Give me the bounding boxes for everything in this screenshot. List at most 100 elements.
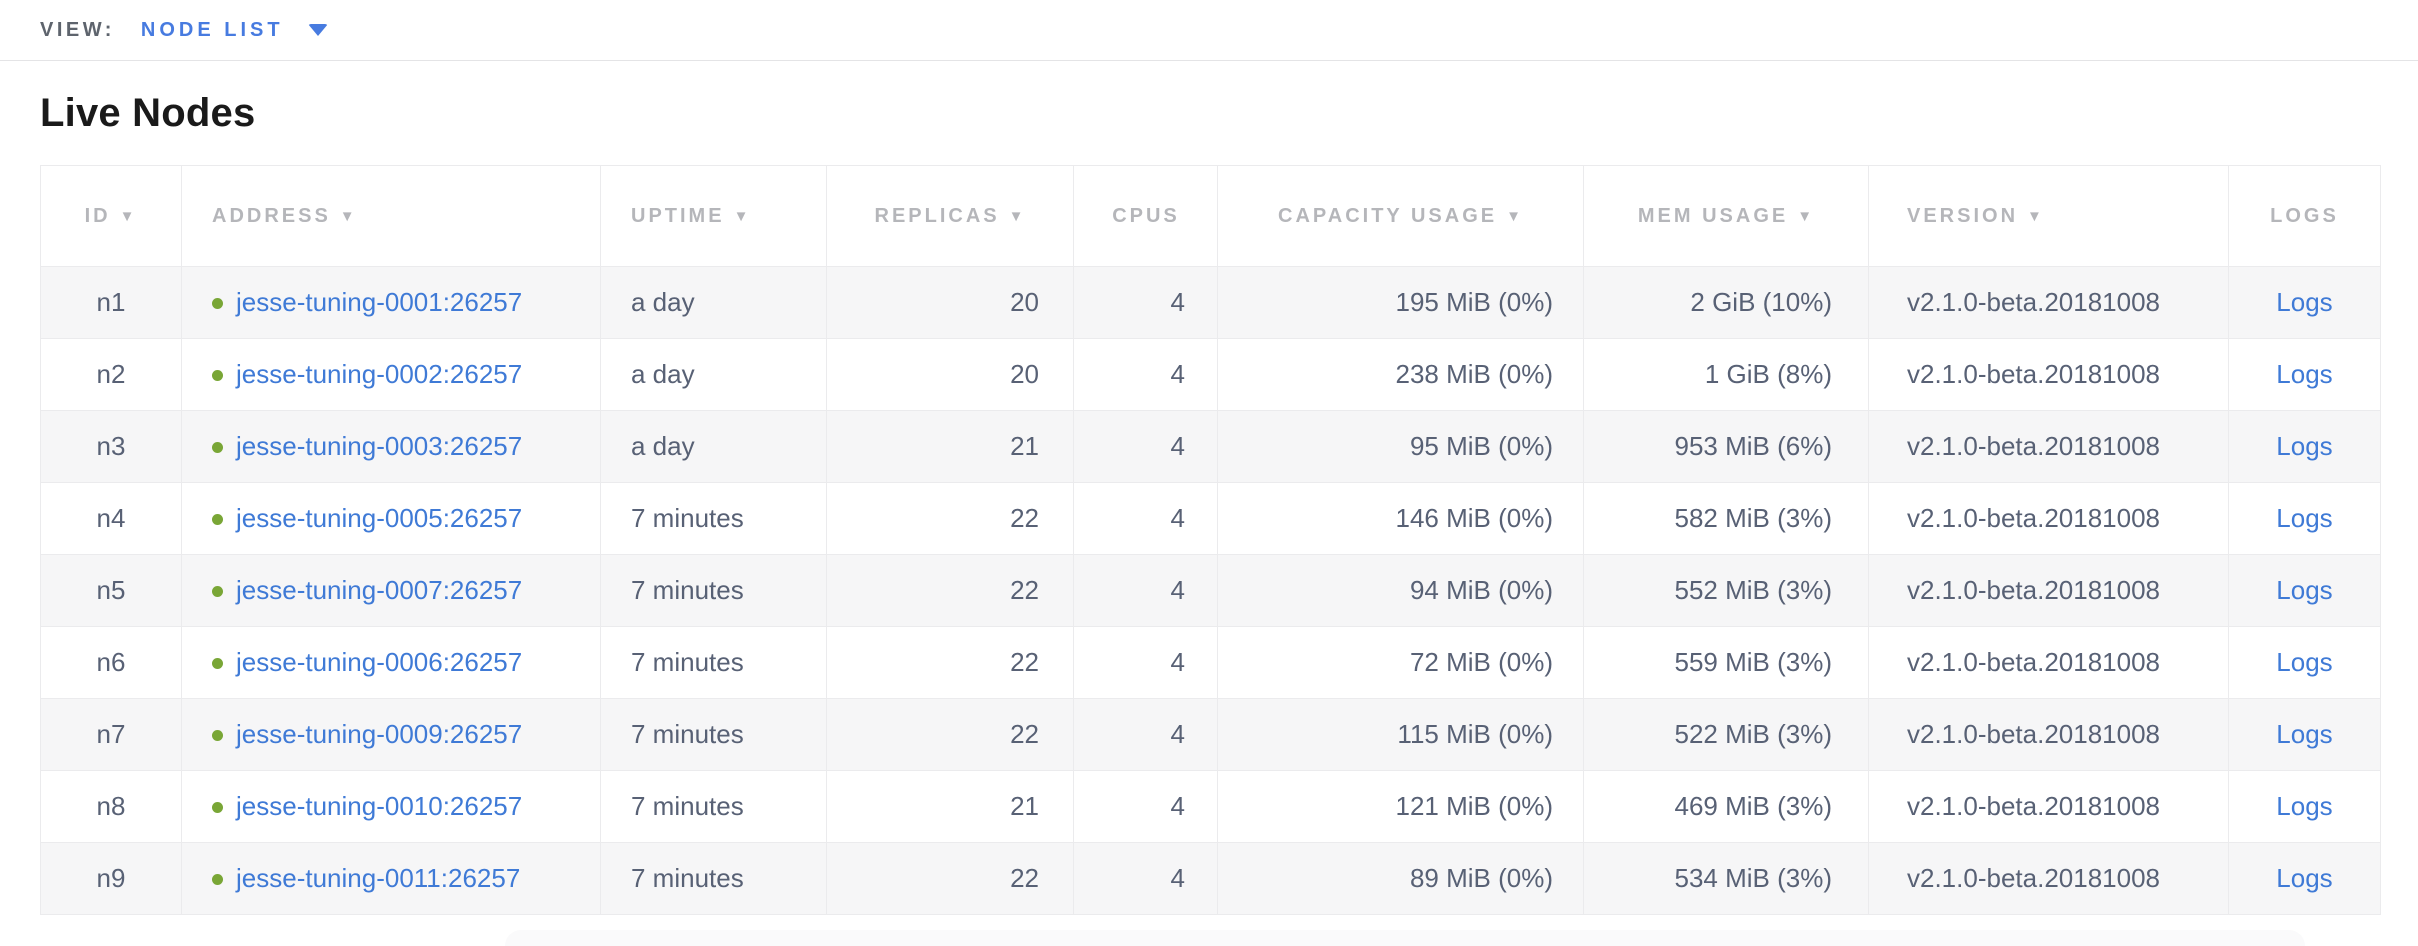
table-row: n1 jesse-tuning-0001:26257 a day 20 4 195 MiB… [40, 266, 2381, 339]
node-replicas-cell: 22 [826, 482, 1074, 555]
node-id: n3 [96, 431, 126, 461]
node-address-link[interactable]: jesse-tuning-0003:26257 [236, 431, 523, 461]
column-header-capacity[interactable]: CAPACITY USAGE ▼ [1217, 165, 1584, 267]
node-mem-usage-cell: 582 MiB (3%) [1583, 482, 1869, 555]
column-header-replicas[interactable]: REPLICAS ▼ [826, 165, 1074, 267]
node-status-healthy-icon [212, 442, 223, 453]
node-replicas-cell: 21 [826, 770, 1074, 843]
node-status-healthy-icon [212, 298, 223, 309]
node-uptime: 7 minutes [631, 863, 744, 893]
sort-desc-icon: ▼ [733, 207, 752, 225]
node-capacity-usage-cell: 146 MiB (0%) [1217, 482, 1584, 555]
table-row: n2 jesse-tuning-0002:26257 a day 20 4 238 MiB… [40, 338, 2381, 411]
node-capacity-usage: 89 MiB (0%) [1409, 863, 1553, 893]
table-row: n6 jesse-tuning-0006:26257 7 minutes 22 4 72 … [40, 626, 2381, 699]
column-header-mem[interactable]: MEM USAGE ▼ [1583, 165, 1869, 267]
node-mem-usage: 534 MiB (3%) [1674, 863, 1833, 893]
node-cpus: 4 [1170, 503, 1185, 533]
column-label: UPTIME [631, 204, 725, 227]
column-header-uptime[interactable]: UPTIME ▼ [600, 165, 827, 267]
node-logs-cell: Logs [2228, 266, 2381, 339]
node-id-cell: n4 [40, 482, 182, 555]
node-cpus: 4 [1170, 575, 1185, 605]
node-uptime-cell: a day [600, 338, 827, 411]
node-logs-link[interactable]: Logs [2276, 575, 2333, 605]
node-version-cell: v2.1.0-beta.20181008 [1868, 266, 2229, 339]
node-cpus-cell: 4 [1073, 482, 1218, 555]
node-address-cell: jesse-tuning-0011:26257 [181, 842, 601, 915]
column-label: VERSION [1907, 204, 2019, 227]
node-address-link[interactable]: jesse-tuning-0005:26257 [236, 503, 523, 533]
node-logs-link[interactable]: Logs [2276, 647, 2333, 677]
view-bar: VIEW: NODE LIST [0, 0, 2418, 61]
sort-desc-icon: ▼ [119, 207, 138, 225]
node-logs-link[interactable]: Logs [2276, 287, 2333, 317]
node-id: n7 [96, 719, 126, 749]
sort-desc-icon: ▼ [1506, 207, 1524, 225]
node-uptime-cell: 7 minutes [600, 554, 827, 627]
node-capacity-usage: 95 MiB (0%) [1409, 431, 1553, 461]
node-mem-usage-cell: 552 MiB (3%) [1583, 554, 1869, 627]
node-status-healthy-icon [212, 586, 223, 597]
node-id: n9 [96, 863, 126, 893]
node-logs-link[interactable]: Logs [2276, 863, 2333, 893]
chevron-down-icon [307, 24, 328, 36]
view-selector-dropdown[interactable]: NODE LIST [141, 19, 328, 42]
node-id-cell: n7 [40, 698, 182, 771]
node-capacity-usage-cell: 72 MiB (0%) [1217, 626, 1584, 699]
node-replicas: 22 [1010, 863, 1039, 893]
node-cpus: 4 [1170, 719, 1185, 749]
node-capacity-usage: 115 MiB (0%) [1397, 719, 1553, 749]
column-header-logs: LOGS [2228, 165, 2381, 267]
node-capacity-usage-cell: 195 MiB (0%) [1217, 266, 1584, 339]
node-version-cell: v2.1.0-beta.20181008 [1868, 410, 2229, 483]
page-title: Live Nodes [40, 90, 256, 135]
column-header-address[interactable]: ADDRESS ▼ [181, 165, 601, 267]
node-logs-link[interactable]: Logs [2276, 503, 2333, 533]
node-address-link[interactable]: jesse-tuning-0001:26257 [236, 287, 523, 317]
node-logs-link[interactable]: Logs [2276, 791, 2333, 821]
node-cpus: 4 [1170, 287, 1185, 317]
node-address-link[interactable]: jesse-tuning-0002:26257 [236, 359, 523, 389]
node-address-link[interactable]: jesse-tuning-0009:26257 [236, 719, 523, 749]
column-header-version[interactable]: VERSION ▼ [1868, 165, 2229, 267]
node-cpus: 4 [1170, 863, 1185, 893]
node-version: v2.1.0-beta.20181008 [1907, 791, 2160, 821]
node-address-link[interactable]: jesse-tuning-0010:26257 [236, 791, 523, 821]
view-label: VIEW: [40, 18, 115, 41]
node-logs-link[interactable]: Logs [2276, 359, 2333, 389]
node-uptime: 7 minutes [631, 647, 744, 677]
node-id: n4 [96, 503, 126, 533]
node-logs-link[interactable]: Logs [2276, 719, 2333, 749]
node-capacity-usage-cell: 121 MiB (0%) [1217, 770, 1584, 843]
node-status-healthy-icon [212, 874, 223, 885]
node-capacity-usage: 72 MiB (0%) [1409, 647, 1553, 677]
node-status-healthy-icon [212, 514, 223, 525]
node-logs-cell: Logs [2228, 338, 2381, 411]
node-logs-cell: Logs [2228, 842, 2381, 915]
node-cpus-cell: 4 [1073, 410, 1218, 483]
node-replicas: 21 [1010, 791, 1039, 821]
node-logs-link[interactable]: Logs [2276, 431, 2333, 461]
node-id: n1 [96, 287, 126, 317]
node-uptime: a day [631, 287, 695, 317]
node-version: v2.1.0-beta.20181008 [1907, 431, 2160, 461]
node-version: v2.1.0-beta.20181008 [1907, 503, 2160, 533]
node-uptime-cell: 7 minutes [600, 698, 827, 771]
node-status-healthy-icon [212, 370, 223, 381]
node-id-cell: n1 [40, 266, 182, 339]
sort-desc-icon: ▼ [339, 207, 358, 225]
node-cpus: 4 [1170, 431, 1185, 461]
column-header-id[interactable]: ID ▼ [40, 165, 182, 267]
node-uptime-cell: 7 minutes [600, 842, 827, 915]
node-cpus-cell: 4 [1073, 266, 1218, 339]
sort-desc-icon: ▼ [1008, 207, 1027, 225]
node-mem-usage: 953 MiB (6%) [1674, 431, 1833, 461]
node-version: v2.1.0-beta.20181008 [1907, 359, 2160, 389]
node-replicas-cell: 22 [826, 842, 1074, 915]
node-address-link[interactable]: jesse-tuning-0006:26257 [236, 647, 523, 677]
node-address-link[interactable]: jesse-tuning-0007:26257 [236, 575, 523, 605]
node-mem-usage: 1 GiB (8%) [1704, 359, 1832, 389]
node-address-link[interactable]: jesse-tuning-0011:26257 [236, 863, 521, 893]
node-replicas: 20 [1010, 359, 1039, 389]
